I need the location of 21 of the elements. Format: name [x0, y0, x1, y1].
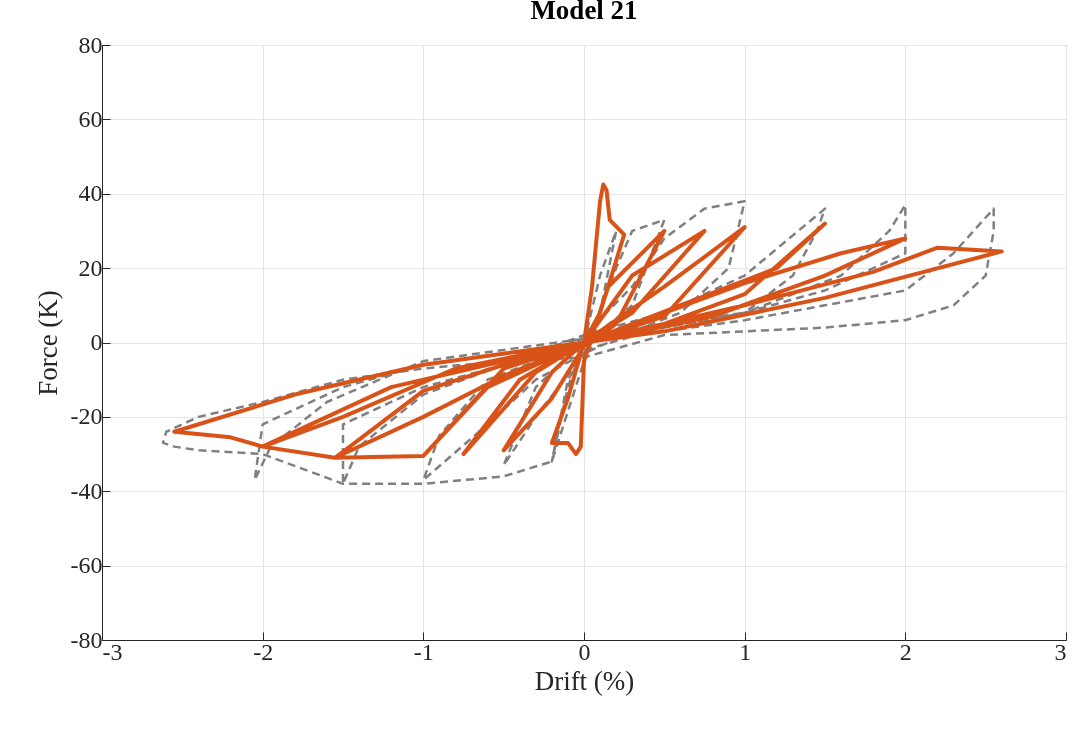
x-tick-label: -2 — [253, 638, 274, 665]
x-tick-label: 0 — [578, 638, 591, 665]
y-tick-label: 80 — [78, 31, 103, 58]
y-tick-label: -20 — [70, 403, 103, 430]
x-axis-title: Drift (%) — [534, 665, 635, 696]
y-axis-title: Force (K) — [32, 290, 63, 396]
line-series — [172, 182, 1004, 460]
y-tick-label: -60 — [70, 552, 103, 579]
x-tick-label: -3 — [102, 638, 123, 665]
y-tick-label: 0 — [90, 329, 103, 355]
y-tick-label: 40 — [78, 180, 103, 207]
y-tick-label: -80 — [70, 626, 103, 653]
x-tick-label: -1 — [413, 638, 434, 665]
x-tick-label: 1 — [739, 638, 752, 665]
chart-title: Model 21 — [530, 0, 638, 25]
y-tick-label: -40 — [70, 477, 103, 504]
x-tick-label: 2 — [899, 638, 912, 665]
y-tick-label: 20 — [78, 254, 103, 281]
line-series — [161, 199, 995, 486]
x-tick-label: 3 — [1054, 638, 1067, 665]
y-tick-label: 60 — [78, 105, 103, 132]
